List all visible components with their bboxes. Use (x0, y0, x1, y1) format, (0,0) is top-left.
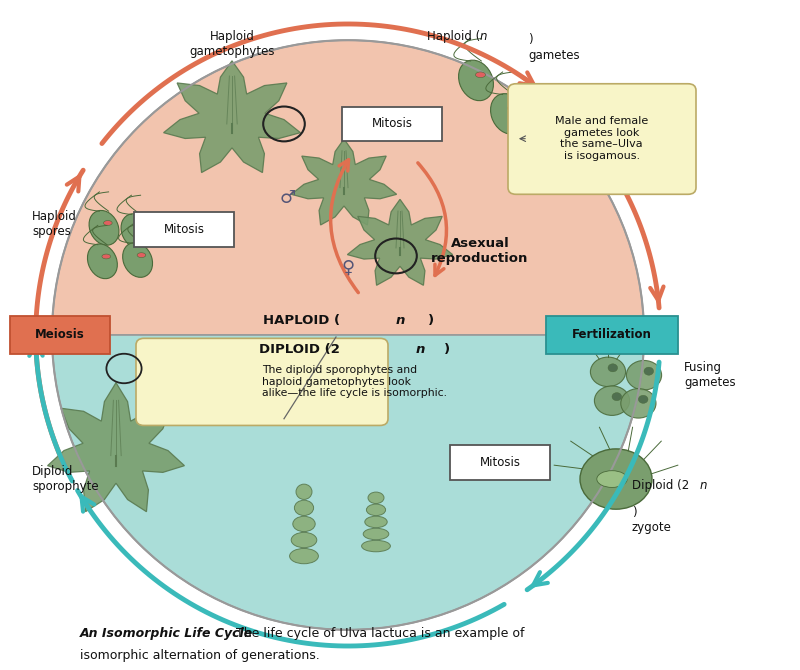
Text: Meiosis: Meiosis (35, 328, 85, 342)
Ellipse shape (362, 540, 390, 552)
Text: The diploid sporophytes and
haploid gametophytes look
alike—the life cycle is is: The diploid sporophytes and haploid game… (262, 365, 446, 399)
Text: Mitosis: Mitosis (163, 222, 205, 236)
FancyBboxPatch shape (450, 445, 550, 480)
Text: Fusing
gametes: Fusing gametes (684, 361, 736, 389)
Ellipse shape (366, 504, 386, 516)
Circle shape (608, 364, 618, 372)
Polygon shape (52, 335, 644, 630)
FancyBboxPatch shape (136, 338, 388, 425)
Text: Mitosis: Mitosis (371, 117, 413, 131)
Ellipse shape (597, 470, 627, 488)
Polygon shape (347, 200, 453, 285)
Text: ): ) (428, 314, 434, 327)
Text: Asexual
reproduction: Asexual reproduction (431, 237, 529, 265)
Ellipse shape (490, 94, 526, 134)
Circle shape (590, 357, 626, 387)
Text: Mitosis: Mitosis (479, 456, 521, 469)
Text: )
zygote: ) zygote (632, 506, 672, 534)
Text: ♀: ♀ (342, 259, 354, 277)
Polygon shape (52, 40, 644, 335)
Text: Diploid (2: Diploid (2 (632, 479, 690, 492)
Text: ♂: ♂ (280, 189, 296, 206)
Ellipse shape (458, 60, 494, 100)
Circle shape (612, 393, 622, 401)
Ellipse shape (121, 214, 151, 249)
Circle shape (621, 389, 656, 418)
Text: Diploid
sporophyte: Diploid sporophyte (32, 465, 98, 493)
Ellipse shape (103, 220, 112, 225)
Text: Male and female
gametes look
the same–Ulva
is isogamous.: Male and female gametes look the same–Ul… (555, 117, 648, 161)
Ellipse shape (475, 72, 486, 78)
FancyBboxPatch shape (546, 316, 678, 354)
Text: The life cycle of Ulva lactuca is an example of: The life cycle of Ulva lactuca is an exa… (236, 626, 525, 640)
Text: DIPLOID (2: DIPLOID (2 (259, 343, 340, 356)
Text: ): ) (444, 343, 450, 356)
Text: n: n (415, 343, 425, 356)
Ellipse shape (135, 224, 144, 228)
Polygon shape (47, 383, 185, 512)
Ellipse shape (363, 528, 389, 540)
Circle shape (580, 449, 652, 509)
Ellipse shape (368, 492, 384, 504)
Text: Haploid (: Haploid ( (426, 30, 480, 43)
Circle shape (644, 367, 654, 375)
Ellipse shape (507, 105, 518, 111)
Ellipse shape (290, 549, 318, 563)
Ellipse shape (137, 253, 146, 257)
Ellipse shape (291, 533, 317, 547)
Text: )
gametes: ) gametes (528, 34, 580, 62)
Text: n: n (700, 479, 707, 492)
Text: isomorphic alternation of generations.: isomorphic alternation of generations. (80, 649, 320, 662)
Text: n: n (395, 314, 405, 327)
Text: n: n (480, 30, 487, 43)
Text: Haploid
spores: Haploid spores (32, 210, 77, 239)
FancyBboxPatch shape (134, 212, 234, 247)
FancyBboxPatch shape (10, 316, 110, 354)
Text: Haploid
gametophytes: Haploid gametophytes (190, 30, 274, 58)
Ellipse shape (102, 254, 110, 259)
Circle shape (626, 360, 662, 390)
Polygon shape (163, 61, 301, 173)
Ellipse shape (294, 500, 314, 515)
Polygon shape (291, 139, 397, 225)
Text: Fertilization: Fertilization (572, 328, 652, 342)
Ellipse shape (122, 243, 153, 277)
Circle shape (638, 395, 648, 403)
FancyBboxPatch shape (342, 107, 442, 141)
Ellipse shape (296, 484, 312, 499)
FancyBboxPatch shape (508, 84, 696, 194)
Circle shape (594, 386, 630, 415)
Ellipse shape (365, 516, 387, 528)
Text: HAPLOID (: HAPLOID ( (263, 314, 340, 327)
Ellipse shape (89, 210, 119, 245)
Ellipse shape (87, 244, 118, 279)
Text: An Isomorphic Life Cycle: An Isomorphic Life Cycle (80, 626, 254, 640)
Ellipse shape (293, 517, 315, 531)
